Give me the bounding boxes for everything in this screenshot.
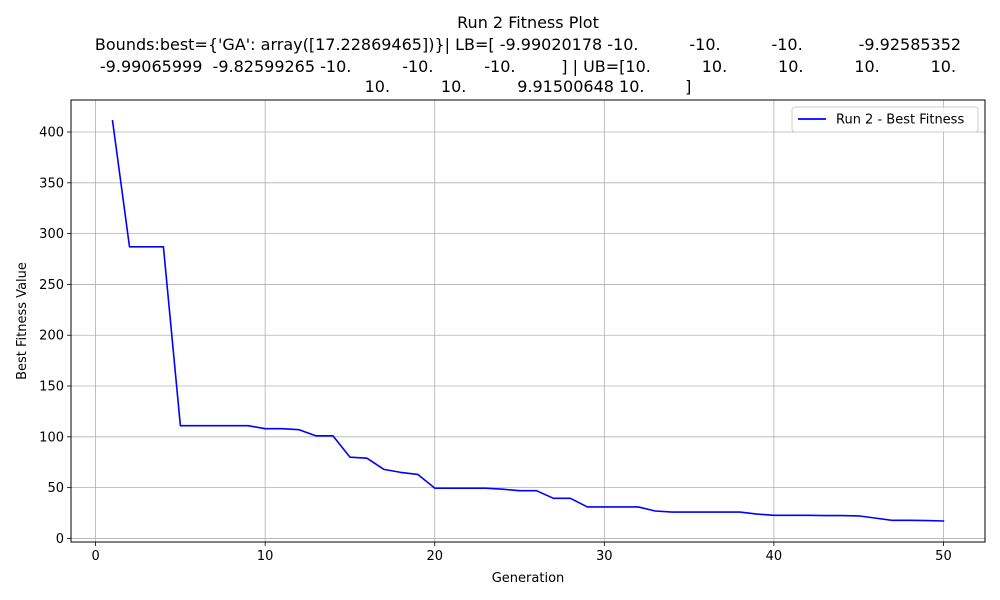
y-tick-label: 250 xyxy=(39,278,64,293)
legend-label: Run 2 - Best Fitness xyxy=(836,113,964,128)
x-tick-label: 30 xyxy=(596,549,613,564)
x-tick-label: 50 xyxy=(935,549,952,564)
legend: Run 2 - Best Fitness xyxy=(792,107,978,132)
y-tick-label: 150 xyxy=(39,380,64,395)
title-line-3: -9.99065999 -9.82599265 -10. -10. -10. ]… xyxy=(100,57,956,76)
x-tick-label: 0 xyxy=(91,549,99,564)
title-line-2: Bounds:best={'GA': array([17.22869465])}… xyxy=(95,35,961,54)
y-tick-label: 0 xyxy=(56,532,64,547)
y-tick-label: 400 xyxy=(39,126,64,141)
x-tick-label: 10 xyxy=(257,549,274,564)
y-tick-label: 300 xyxy=(39,227,64,242)
y-tick-label: 50 xyxy=(47,481,64,496)
title-line-4: 10. 10. 9.91500648 10. ] xyxy=(365,77,692,96)
y-tick-label: 200 xyxy=(39,329,64,344)
y-tick-label: 350 xyxy=(39,176,64,191)
y-tick-label: 100 xyxy=(39,430,64,445)
x-tick-label: 40 xyxy=(766,549,783,564)
x-axis-label: Generation xyxy=(492,571,565,586)
x-tick-label: 20 xyxy=(426,549,443,564)
title-line-1: Run 2 Fitness Plot xyxy=(457,13,599,32)
y-axis-label: Best Fitness Value xyxy=(15,262,30,380)
